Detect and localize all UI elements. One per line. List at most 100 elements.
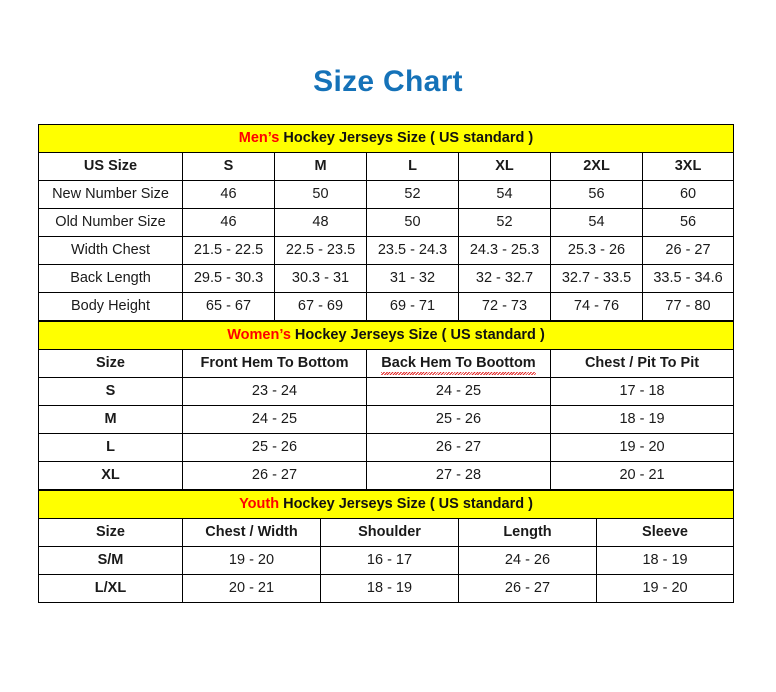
mens-row-label: Width Chest [38, 236, 183, 265]
mens-cell: 30.3 - 31 [274, 264, 367, 293]
mens-cell: 22.5 - 23.5 [274, 236, 367, 265]
table-header-row: Size Chest / Width Shoulder Length Sleev… [38, 518, 735, 547]
table-row: L/XL 20 - 21 18 - 19 26 - 27 19 - 20 [38, 574, 735, 603]
womens-size-table: Women’s Hockey Jerseys Size ( US standar… [37, 321, 735, 490]
womens-cell: 26 - 27 [366, 433, 551, 462]
table-row: Women’s Hockey Jerseys Size ( US standar… [37, 321, 735, 350]
table-row: Body Height 65 - 67 67 - 69 69 - 71 72 -… [38, 292, 735, 321]
mens-cell: 72 - 73 [458, 292, 551, 321]
youth-cell: 18 - 19 [320, 574, 459, 603]
mens-size-table: Men’s Hockey Jerseys Size ( US standard … [37, 124, 735, 321]
youth-banner-rest: Hockey Jerseys Size ( US standard ) [279, 495, 533, 512]
youth-cell: 19 - 20 [182, 546, 321, 575]
mens-row-label: Old Number Size [38, 208, 183, 237]
mens-cell: 69 - 71 [366, 292, 459, 321]
womens-row-label: XL [38, 461, 183, 490]
mens-header-cell: S [182, 152, 275, 181]
page-title: Size Chart [313, 65, 463, 98]
mens-cell: 23.5 - 24.3 [366, 236, 459, 265]
mens-header-cell: US Size [38, 152, 183, 181]
mens-cell: 29.5 - 30.3 [182, 264, 275, 293]
mens-row-label: New Number Size [38, 180, 183, 209]
table-row: S/M 19 - 20 16 - 17 24 - 26 18 - 19 [38, 546, 735, 575]
youth-header-cell: Length [458, 518, 597, 547]
mens-cell: 33.5 - 34.6 [641, 264, 735, 293]
mens-cell: 50 [274, 180, 367, 209]
mens-header-cell: XL [458, 152, 551, 181]
mens-cell: 52 [366, 180, 459, 209]
mens-cell: 77 - 80 [641, 292, 735, 321]
table-header-row: Size Front Hem To Bottom Back Hem To Boo… [38, 349, 735, 378]
youth-cell: 26 - 27 [458, 574, 597, 603]
womens-cell: 24 - 25 [182, 405, 367, 434]
mens-header-cell: 3XL [641, 152, 735, 181]
mens-cell: 65 - 67 [182, 292, 275, 321]
womens-header-cell: Chest / Pit To Pit [549, 349, 735, 378]
youth-header-cell: Size [38, 518, 183, 547]
mens-section-banner: Men’s Hockey Jerseys Size ( US standard … [37, 124, 735, 153]
mens-banner-group: Men’s [238, 129, 280, 146]
mens-cell: 56 [641, 208, 735, 237]
womens-cell: 19 - 20 [549, 433, 735, 462]
table-header-row: US Size S M L XL 2XL 3XL [38, 152, 735, 181]
size-chart-tables: Men’s Hockey Jerseys Size ( US standard … [37, 124, 735, 603]
youth-banner-group: Youth [239, 495, 280, 512]
table-row: S 23 - 24 24 - 25 17 - 18 [38, 377, 735, 406]
womens-cell: 23 - 24 [182, 377, 367, 406]
womens-header-cell-misspelled: Back Hem To Boottom [366, 349, 551, 378]
womens-banner-rest: Hockey Jerseys Size ( US standard ) [290, 326, 545, 343]
womens-row-label: S [38, 377, 183, 406]
mens-cell: 32 - 32.7 [458, 264, 551, 293]
youth-header-cell: Sleeve [595, 518, 735, 547]
mens-header-cell: M [274, 152, 367, 181]
youth-cell: 20 - 21 [182, 574, 321, 603]
youth-header-cell: Shoulder [320, 518, 459, 547]
mens-cell: 46 [182, 180, 275, 209]
mens-cell: 67 - 69 [274, 292, 367, 321]
youth-row-label: L/XL [38, 574, 183, 603]
mens-cell: 25.3 - 26 [550, 236, 643, 265]
youth-row-label: S/M [38, 546, 183, 575]
mens-cell: 48 [274, 208, 367, 237]
womens-cell: 24 - 25 [366, 377, 551, 406]
womens-cell: 17 - 18 [549, 377, 735, 406]
youth-size-table: Youth Hockey Jerseys Size ( US standard … [37, 490, 735, 603]
mens-cell: 74 - 76 [550, 292, 643, 321]
mens-row-label: Body Height [38, 292, 183, 321]
mens-cell: 56 [550, 180, 643, 209]
womens-row-label: L [38, 433, 183, 462]
youth-cell: 18 - 19 [595, 546, 735, 575]
womens-cell: 18 - 19 [549, 405, 735, 434]
spellcheck-underline: Back Hem To Boottom [381, 354, 537, 376]
mens-header-cell: 2XL [550, 152, 643, 181]
mens-cell: 26 - 27 [641, 236, 735, 265]
mens-cell: 32.7 - 33.5 [550, 264, 643, 293]
table-row: XL 26 - 27 27 - 28 20 - 21 [38, 461, 735, 490]
table-row: Old Number Size 46 48 50 52 54 56 [38, 208, 735, 237]
table-row: L 25 - 26 26 - 27 19 - 20 [38, 433, 735, 462]
womens-cell: 20 - 21 [549, 461, 735, 490]
womens-cell: 25 - 26 [182, 433, 367, 462]
mens-cell: 31 - 32 [366, 264, 459, 293]
womens-cell: 25 - 26 [366, 405, 551, 434]
womens-header-cell: Front Hem To Bottom [182, 349, 367, 378]
mens-cell: 24.3 - 25.3 [458, 236, 551, 265]
youth-cell: 19 - 20 [595, 574, 735, 603]
mens-cell: 46 [182, 208, 275, 237]
table-row: New Number Size 46 50 52 54 56 60 [38, 180, 735, 209]
mens-header-cell: L [366, 152, 459, 181]
table-row: M 24 - 25 25 - 26 18 - 19 [38, 405, 735, 434]
mens-cell: 50 [366, 208, 459, 237]
mens-cell: 54 [550, 208, 643, 237]
mens-cell: 21.5 - 22.5 [182, 236, 275, 265]
mens-cell: 52 [458, 208, 551, 237]
womens-section-banner: Women’s Hockey Jerseys Size ( US standar… [37, 321, 735, 350]
womens-banner-group: Women’s [227, 326, 291, 343]
womens-header-cell: Size [38, 349, 183, 378]
womens-row-label: M [38, 405, 183, 434]
mens-cell: 54 [458, 180, 551, 209]
youth-section-banner: Youth Hockey Jerseys Size ( US standard … [37, 490, 735, 519]
womens-cell: 27 - 28 [366, 461, 551, 490]
youth-header-cell: Chest / Width [182, 518, 321, 547]
